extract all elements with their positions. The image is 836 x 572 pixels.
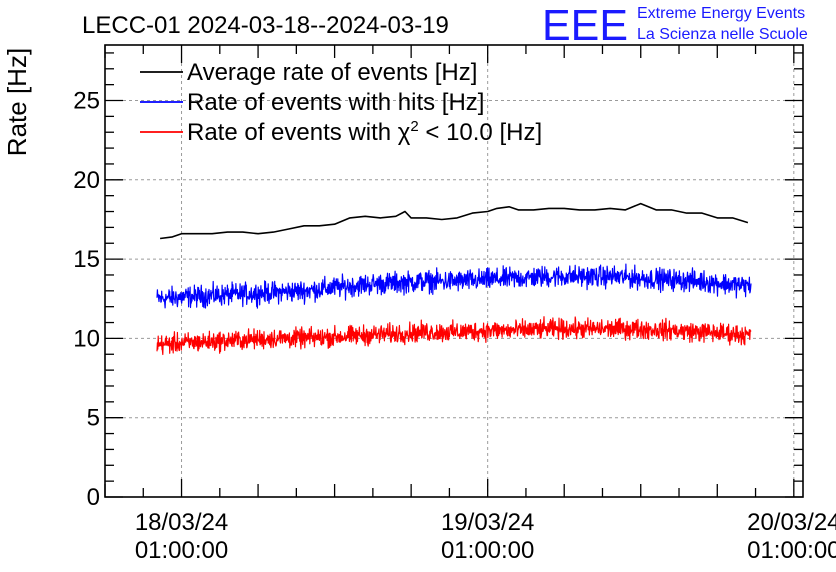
eee-logo: EEE Extreme Energy Events La Scienza nel…: [542, 1, 808, 50]
y-tick-label: 10: [73, 325, 100, 352]
legend-label-2: Rate of events with χ2 < 10.0 [Hz]: [187, 118, 542, 146]
y-tick-label: 25: [73, 88, 100, 115]
series-line-1: [156, 263, 752, 309]
y-tick-label: 20: [73, 167, 100, 194]
x-tick-label-date: 19/03/24: [441, 509, 534, 536]
x-tick-label-time: 01:00:00: [441, 537, 534, 564]
axis-ticks: [104, 45, 803, 498]
x-tick-label-date: 20/03/24: [747, 509, 836, 536]
x-tick-label-date: 18/03/24: [135, 509, 228, 536]
legend-label-1: Rate of events with hits [Hz]: [187, 89, 484, 116]
x-tick-label-time: 01:00:00: [135, 537, 228, 564]
eee-logo-mark: EEE: [542, 1, 628, 50]
legend-label-0: Average rate of events [Hz]: [187, 59, 477, 86]
x-tick-label-time: 01:00:00: [747, 537, 836, 564]
legend: Average rate of events [Hz] Rate of event…: [140, 59, 542, 146]
chart-title: LECC-01 2024-03-18--2024-03-19: [82, 12, 449, 39]
series-lines: [156, 202, 752, 356]
y-tick-label: 5: [87, 405, 100, 432]
tick-labels: 051015202518/03/2401:00:0019/03/2401:00:…: [73, 88, 836, 564]
logo-line-1: Extreme Energy Events: [637, 5, 805, 22]
y-tick-label: 15: [73, 246, 100, 273]
plot-frame: [104, 44, 804, 498]
logo-line-2: La Scienza nelle Scuole: [637, 26, 808, 43]
plot-border: [104, 44, 804, 498]
series-line-0: [159, 202, 749, 240]
series-line-2: [156, 316, 752, 356]
y-tick-label: 0: [87, 484, 100, 511]
y-axis-label: Rate [Hz]: [2, 48, 32, 156]
